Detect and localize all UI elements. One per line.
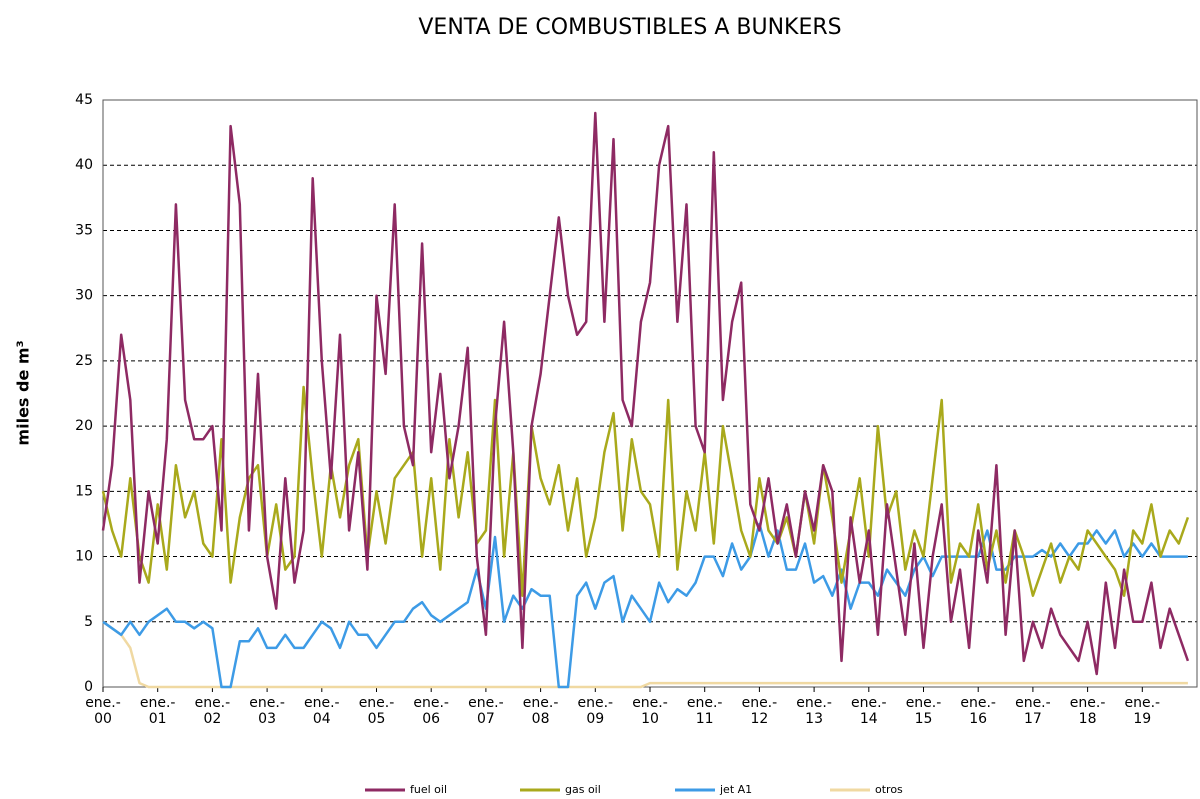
- x-tick-label: ene.- 14: [850, 695, 887, 727]
- x-tick-label: ene.- 18: [1069, 695, 1106, 727]
- x-tick-label: ene.- 10: [632, 695, 668, 727]
- x-tick-label: ene.- 05: [358, 695, 395, 727]
- x-tick-label: ene.- 09: [577, 695, 614, 727]
- y-tick-label: 10: [75, 549, 93, 565]
- y-axis-label: miles de m³: [14, 340, 33, 445]
- y-tick-label: 20: [75, 418, 93, 434]
- plot-frame: [102, 99, 1198, 688]
- y-tick-label: 25: [75, 353, 93, 369]
- series-line: [101, 111, 1190, 676]
- legend-label: fuel oil: [410, 783, 447, 796]
- x-tick-label: ene.- 03: [249, 695, 285, 727]
- series-line: [102, 620, 1188, 689]
- y-tick-label: 0: [84, 679, 93, 695]
- x-tick-label: ene.- 06: [413, 695, 449, 727]
- series-line: [101, 385, 1190, 597]
- x-tick-label: ene.- 12: [741, 695, 778, 727]
- x-tick-label: ene.- 11: [686, 695, 723, 727]
- x-tick-label: ene.- 02: [194, 695, 231, 727]
- x-tick-label: ene.- 16: [960, 695, 996, 727]
- x-tick-label: ene.- 04: [303, 695, 340, 727]
- y-tick-label: 35: [75, 222, 93, 238]
- y-tick-label: 40: [75, 157, 93, 173]
- x-tick-label: ene.- 01: [139, 695, 176, 727]
- chart-title: VENTA DE COMBUSTIBLES A BUNKERS: [418, 15, 841, 40]
- x-tick-label: ene.- 08: [522, 695, 559, 727]
- legend-label: otros: [875, 783, 903, 796]
- x-tick-label: ene.- 15: [905, 695, 942, 727]
- x-tick-label: ene.- 17: [1015, 695, 1051, 727]
- y-tick-label: 30: [75, 288, 93, 304]
- x-tick-label: ene.- 07: [468, 695, 504, 727]
- x-tick-label: ene.- 00: [85, 695, 121, 727]
- x-tick-label: ene.- 19: [1124, 695, 1161, 727]
- legend-label: jet A1: [719, 783, 752, 796]
- y-tick-label: 45: [75, 92, 93, 108]
- y-tick-label: 5: [84, 614, 93, 630]
- y-tick-label: 15: [75, 483, 93, 499]
- legend-label: gas oil: [565, 783, 601, 796]
- x-tick-label: ene.- 13: [796, 695, 832, 727]
